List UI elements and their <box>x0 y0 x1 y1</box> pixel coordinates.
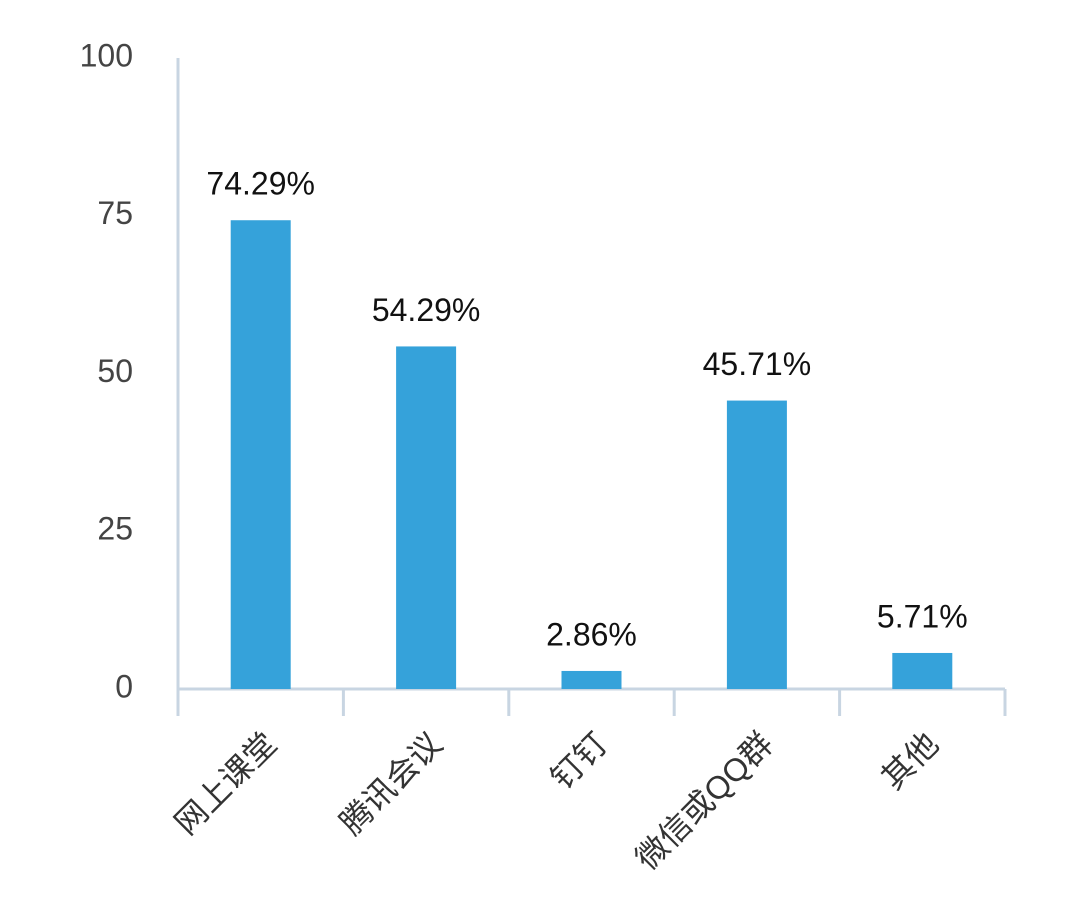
bar <box>561 670 622 689</box>
value-label: 45.71% <box>703 346 812 382</box>
value-label: 2.86% <box>546 616 637 652</box>
x-tick-label: 网上课堂 <box>168 725 284 841</box>
x-tick-label: 腾讯会议 <box>333 725 449 841</box>
value-label: 74.29% <box>206 166 315 202</box>
bar <box>726 400 787 689</box>
value-label: 5.71% <box>877 598 968 634</box>
bar <box>892 652 953 689</box>
x-tick-label: 微信或QQ群 <box>629 725 780 876</box>
y-tick-label: 25 <box>97 511 133 547</box>
x-tick-label: 其他 <box>875 725 946 796</box>
bar <box>230 220 291 689</box>
x-tick-label: 钉钉 <box>544 725 615 796</box>
bar <box>396 346 457 689</box>
value-label: 54.29% <box>372 292 481 328</box>
y-tick-label: 75 <box>97 195 133 231</box>
y-tick-label: 50 <box>97 353 133 389</box>
y-tick-label: 0 <box>115 668 133 704</box>
y-tick-label: 100 <box>80 37 133 73</box>
